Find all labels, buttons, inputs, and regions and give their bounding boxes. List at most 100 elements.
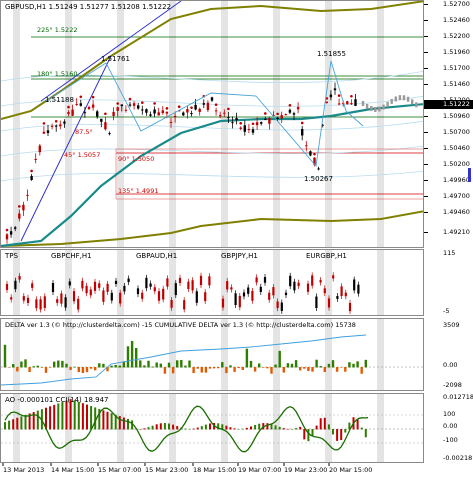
- candle-body: [206, 102, 210, 111]
- delta-bar: [249, 360, 253, 368]
- session-shade: [117, 250, 124, 315]
- session-shade: [169, 1, 176, 247]
- tps-bar: [93, 281, 97, 291]
- tps-bar: [297, 282, 300, 287]
- delta-canvas[interactable]: [1, 319, 424, 391]
- delta-bar: [36, 365, 39, 368]
- tps-indicator-pane[interactable]: TPS GBPCHF,H1 GBPAUD,H1 GBPJPY,H1 EURGBP…: [0, 249, 424, 316]
- tps-pair-label: GBPJPY,H1: [221, 252, 258, 260]
- price-axis[interactable]: 1.52700 1.52460 1.52200 1.51960 1.51700 …: [424, 0, 473, 248]
- candle-body: [227, 117, 230, 119]
- candle-body: [317, 168, 320, 170]
- candle-body: [214, 110, 218, 112]
- tps-pair-label: GBPCHF,H1: [51, 252, 92, 260]
- time-axis-label: 15 Mar 07:00: [98, 466, 142, 474]
- price-label-high-3: 1.51188: [45, 96, 74, 104]
- delta-bar: [348, 362, 351, 368]
- ao-cci-indicator-pane[interactable]: AO -0.000101 CCI(14) 18.947: [0, 393, 424, 463]
- ao-bar: [258, 423, 261, 430]
- candle-body: [104, 122, 107, 130]
- tps-axis-label: -5: [443, 307, 450, 315]
- main-chart-pane[interactable]: GBPUSD,H1 1.51249 1.51277 1.51208 1.5122…: [0, 0, 424, 248]
- delta-bar: [73, 366, 76, 368]
- ao-bar: [319, 418, 322, 430]
- tps-bar: [251, 290, 254, 301]
- tps-pair-label: GBPAUD,H1: [136, 252, 178, 260]
- tps-title: TPS: [5, 252, 18, 260]
- current-price-label: 1.51222: [443, 100, 470, 108]
- ao-cci-canvas[interactable]: [1, 394, 424, 463]
- delta-bar: [147, 360, 150, 368]
- candle-body: [108, 133, 111, 135]
- delta-title: DELTA ver 1.3 (© http://clusterdelta.com…: [5, 321, 356, 329]
- ao-bar: [192, 428, 195, 430]
- time-axis-label: 14 Mar 15:00: [51, 466, 95, 474]
- tps-canvas[interactable]: [1, 250, 424, 316]
- delta-bar: [282, 367, 285, 373]
- ao-bar: [307, 429, 310, 442]
- tps-bar: [327, 298, 331, 308]
- tps-bar: [85, 285, 88, 294]
- candle-body: [350, 103, 353, 105]
- session-shade: [377, 319, 384, 390]
- tps-bar: [174, 283, 177, 296]
- ao-bar: [86, 404, 88, 430]
- session-shade: [377, 250, 384, 315]
- candle-body: [79, 103, 82, 106]
- candle-body: [231, 122, 234, 124]
- candle-body: [145, 109, 148, 113]
- ao-bar: [36, 410, 39, 430]
- candle-body: [260, 122, 263, 124]
- time-axis-label: 13 Mar 2013: [3, 466, 45, 474]
- candle-body: [169, 121, 173, 123]
- delta-indicator-pane[interactable]: DELTA ver 1.3 (© http://clusterdelta.com…: [0, 318, 424, 391]
- session-shade: [169, 250, 176, 315]
- ao-bar: [303, 429, 306, 440]
- candle-body: [165, 111, 169, 114]
- session-shade: [273, 1, 280, 247]
- delta-bar: [327, 363, 331, 368]
- ao-bar: [327, 424, 330, 430]
- delta-bar: [135, 347, 138, 368]
- tps-bar: [272, 287, 275, 296]
- candle-body: [210, 97, 214, 101]
- delta-bar: [102, 363, 105, 368]
- swing-dot: [116, 102, 119, 105]
- projection-candle: [374, 106, 377, 112]
- tps-bar: [323, 288, 326, 294]
- candle-body: [194, 104, 197, 110]
- tps-bar: [353, 279, 356, 291]
- time-axis-label: 18 Mar 15:00: [193, 466, 237, 474]
- ao-bar: [176, 426, 179, 430]
- session-shade: [65, 319, 72, 390]
- ao-bar: [229, 427, 232, 430]
- swing-dot: [190, 106, 193, 109]
- ao-bar: [172, 424, 175, 430]
- tps-bar: [340, 286, 343, 297]
- delta-bar: [159, 363, 162, 368]
- ao-bar: [278, 426, 281, 430]
- price-chart-canvas[interactable]: [1, 1, 424, 248]
- tps-bar: [81, 280, 84, 289]
- tps-bar: [72, 291, 76, 302]
- swing-dot: [177, 105, 181, 109]
- session-shade: [221, 1, 228, 247]
- swing-dot: [30, 169, 33, 173]
- session-shade: [325, 1, 332, 247]
- tps-bar: [230, 287, 233, 290]
- delta-bar: [237, 367, 240, 369]
- candle-body: [34, 158, 37, 160]
- axis-scroll-marker[interactable]: [468, 168, 471, 182]
- delta-bar: [61, 360, 64, 368]
- tps-bar: [284, 292, 288, 296]
- candle-body: [337, 103, 341, 105]
- projection-candle: [411, 99, 414, 105]
- candle-body: [251, 129, 255, 133]
- projection-candle: [361, 101, 365, 106]
- tps-bar: [276, 301, 279, 309]
- tps-bar: [263, 277, 267, 283]
- candle-body: [63, 121, 66, 124]
- time-axis-ticks: [2, 463, 330, 466]
- ao-bar: [147, 427, 150, 430]
- delta-bar: [188, 360, 191, 368]
